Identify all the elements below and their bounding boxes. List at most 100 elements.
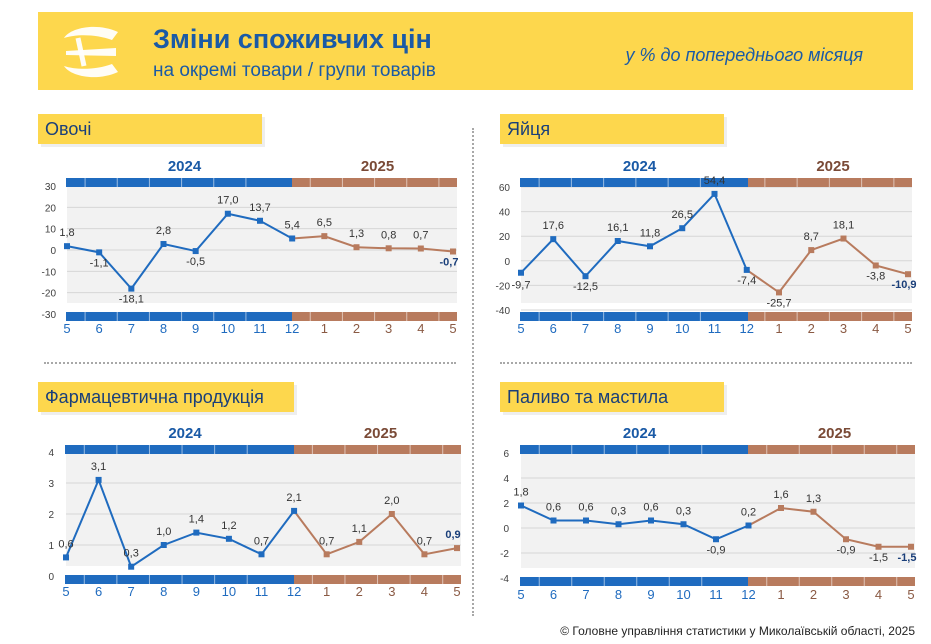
fuel-year-label-2025: 2025 xyxy=(818,425,851,442)
eggs-year-label-2025: 2025 xyxy=(816,158,849,175)
pharma-x-tick: 8 xyxy=(160,584,167,599)
page-subtitle: на окремі товари / групи товарів xyxy=(153,60,436,81)
vegetables-data-label: 13,7 xyxy=(249,202,270,214)
fuel-x-tick: 3 xyxy=(842,587,849,602)
eggs-data-label: 26,5 xyxy=(672,209,693,221)
pharma-x-tick: 6 xyxy=(95,584,102,599)
fuel-y-tick: 0 xyxy=(503,524,509,535)
pharma-x-tick: 5 xyxy=(453,584,460,599)
pharma-data-label: 3,1 xyxy=(91,461,106,473)
vegetables-y-tick: -30 xyxy=(42,310,57,321)
pharma-y-tick: 1 xyxy=(48,541,54,552)
fuel-point xyxy=(550,517,557,524)
eggs-year-bar-2024 xyxy=(520,312,748,321)
pharma-x-tick: 11 xyxy=(255,584,269,599)
eggs-data-label: 16,1 xyxy=(607,222,628,234)
pharma-x-tick: 9 xyxy=(193,584,200,599)
pharma-y-tick: 3 xyxy=(48,479,54,490)
pharma-year-bar-2024 xyxy=(65,575,294,584)
fuel-point xyxy=(680,521,687,528)
pharma-data-label: 0,7 xyxy=(319,535,334,547)
eggs-point xyxy=(711,190,718,197)
eggs-data-label: 8,7 xyxy=(804,231,819,243)
fuel-x-tick: 6 xyxy=(550,587,557,602)
pharma-y-tick: 2 xyxy=(48,510,54,521)
pharma-point xyxy=(63,554,69,561)
vegetables-x-tick: 12 xyxy=(285,321,299,336)
eggs-x-tick: 10 xyxy=(675,321,689,336)
eggs-point xyxy=(614,237,621,244)
fuel-y-tick: 4 xyxy=(503,474,509,485)
fuel-plot-area xyxy=(521,454,915,568)
vegetables-year-bar-2024 xyxy=(66,312,292,321)
eggs-x-tick: 3 xyxy=(840,321,847,336)
fuel-data-label: 0,2 xyxy=(741,507,756,519)
pharma-data-label: 0,9 xyxy=(445,529,460,541)
divider-left xyxy=(44,362,456,364)
vegetables-x-tick: 7 xyxy=(128,321,135,336)
fuel-year-bar-2024 xyxy=(520,577,748,586)
page-title: Зміни споживчих цін xyxy=(153,24,432,54)
vegetables-data-label: 6,5 xyxy=(317,217,332,229)
eggs-y-tick: 20 xyxy=(499,232,511,243)
eggs-plot-area xyxy=(521,187,912,303)
fuel-x-tick: 10 xyxy=(676,587,690,602)
pharma-x-tick: 10 xyxy=(222,584,236,599)
eggs-y-tick: 0 xyxy=(504,257,510,268)
vegetables-point xyxy=(321,233,328,240)
eggs-point xyxy=(743,266,750,273)
fuel-point xyxy=(648,517,654,524)
pharma-line-2024 xyxy=(65,477,295,569)
pharma-point xyxy=(95,476,102,483)
vegetables-x-tick: 10 xyxy=(221,321,235,336)
eggs-point xyxy=(840,235,847,242)
pharma-x-tick: 5 xyxy=(62,584,69,599)
pharma-point xyxy=(388,511,395,517)
pharma-y-tick: 0 xyxy=(48,572,54,583)
pharma-line-2025 xyxy=(293,510,458,556)
eggs-data-label: 11,8 xyxy=(640,227,661,239)
eggs-x-tick: 7 xyxy=(582,321,589,336)
fuel-point xyxy=(615,521,622,528)
eggs-point xyxy=(872,262,879,269)
pharma-data-label: 2,0 xyxy=(384,495,399,507)
eggs-x-tick: 5 xyxy=(517,321,524,336)
fuel-x-tick: 1 xyxy=(777,587,784,602)
vegetables-x-tick: 8 xyxy=(160,321,167,336)
vegetables-y-tick: 0 xyxy=(50,246,56,257)
fuel-x-tick: 2 xyxy=(810,587,817,602)
eggs-point xyxy=(582,273,589,280)
fuel-x-tick: 12 xyxy=(741,587,755,602)
vegetables-point xyxy=(224,210,231,217)
eggs-line-2025 xyxy=(746,237,909,294)
pharma-x-tick: 3 xyxy=(388,584,395,599)
fuel-year-label-2024: 2024 xyxy=(623,425,657,442)
eggs-x-tick: 8 xyxy=(614,321,621,336)
eggs-x-tick: 5 xyxy=(904,321,911,336)
eggs-point xyxy=(679,225,686,232)
vegetables-y-tick: 30 xyxy=(45,182,57,193)
panel-title-pharma: Фармацевтична продукція xyxy=(38,382,294,412)
vegetables-data-label: 17,0 xyxy=(217,195,238,207)
eggs-data-label: 17,6 xyxy=(543,220,564,232)
eggs-data-label: -12,5 xyxy=(573,281,598,293)
vegetables-x-tick: 2 xyxy=(353,321,360,336)
pharma-data-label: 1,2 xyxy=(221,520,236,532)
vegetables-y-tick: -20 xyxy=(42,289,57,300)
divider-right xyxy=(500,362,912,364)
pharma-point xyxy=(225,535,232,542)
vegetables-x-tick: 11 xyxy=(253,321,267,336)
eggs-year-bar-2025 xyxy=(748,178,912,187)
fuel-data-label: 0,3 xyxy=(676,505,691,517)
eggs-data-label: -25,7 xyxy=(766,297,791,309)
fuel-data-label: 0,6 xyxy=(578,502,593,514)
fuel-y-tick: 6 xyxy=(503,449,509,460)
pharma-point xyxy=(323,551,330,558)
pharma-year-label-2024: 2024 xyxy=(168,425,202,442)
stat-logo-icon xyxy=(64,26,118,78)
pharma-data-label: 0,7 xyxy=(254,535,269,547)
vegetables-point xyxy=(64,243,70,250)
fuel-point xyxy=(778,505,784,511)
eggs-data-label: -9,7 xyxy=(512,280,531,292)
